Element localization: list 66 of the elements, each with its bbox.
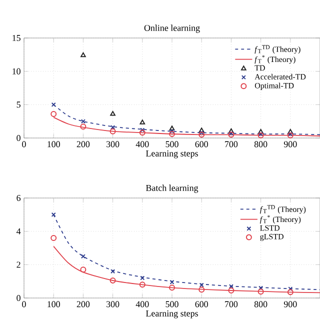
y-tick-label: 6 (16, 194, 21, 202)
x-tick-label: 100 (48, 141, 60, 148)
point (80, 266, 86, 273)
point (110, 128, 116, 134)
point (198, 128, 204, 132)
x-tick-label: 300 (106, 301, 120, 308)
point (139, 282, 146, 288)
x-tick-label: 400 (136, 141, 149, 148)
x-tick-label: 500 (166, 301, 178, 308)
x-axis-title: Learning steps (146, 150, 198, 158)
point (51, 212, 56, 217)
x-axis-title: Learning steps (146, 310, 198, 318)
point (110, 111, 116, 116)
x-tick-label: 300 (106, 141, 120, 148)
point (169, 131, 175, 137)
point (198, 132, 205, 138)
point (51, 102, 56, 107)
y-tick-label: 5 (16, 102, 20, 108)
chart-title: Online learning (144, 24, 200, 33)
x-tick-label: 800 (254, 301, 268, 308)
y-tick-label: 10 (12, 68, 20, 74)
y-tick-label: 15 (12, 34, 20, 42)
point (80, 52, 86, 58)
x-tick-label: 0 (22, 141, 26, 148)
x-tick-label: 800 (254, 141, 268, 148)
y-tick-label: 0 (16, 294, 20, 302)
point (258, 288, 264, 295)
point (139, 130, 146, 136)
y-tick-label: 0 (16, 134, 20, 142)
x-tick-label: 500 (166, 141, 178, 148)
x-tick-label: 900 (284, 141, 297, 148)
point (170, 280, 174, 284)
point (287, 289, 294, 296)
x-tick-label: 700 (225, 141, 238, 148)
x-tick-label: 100 (48, 301, 60, 308)
point (169, 126, 175, 130)
point (228, 284, 234, 289)
point (50, 111, 57, 117)
chart-title: Batch learning (146, 184, 198, 193)
y-tick-label: 4 (16, 228, 21, 234)
point (80, 119, 86, 124)
point (199, 130, 204, 135)
x-tick-label: 200 (76, 301, 90, 308)
x-tick-label: 0 (22, 301, 26, 308)
line-series (53, 246, 320, 294)
point (228, 288, 234, 294)
point (50, 235, 57, 241)
point (258, 286, 264, 290)
point (169, 284, 175, 291)
x-tick-label: 600 (195, 141, 208, 148)
point (198, 286, 205, 293)
point (140, 120, 146, 124)
point (80, 124, 86, 130)
point (199, 282, 204, 288)
point (110, 278, 116, 284)
x-tick-label: 200 (76, 141, 90, 148)
point (110, 269, 116, 274)
point (80, 254, 86, 259)
point (140, 128, 145, 132)
x-tick-label: 900 (284, 301, 297, 308)
point (140, 276, 145, 280)
x-tick-label: 600 (195, 301, 208, 308)
x-tick-label: 700 (225, 301, 238, 308)
y-tick-label: 2 (16, 262, 20, 268)
x-tick-label: 400 (136, 301, 149, 308)
point (170, 129, 174, 134)
